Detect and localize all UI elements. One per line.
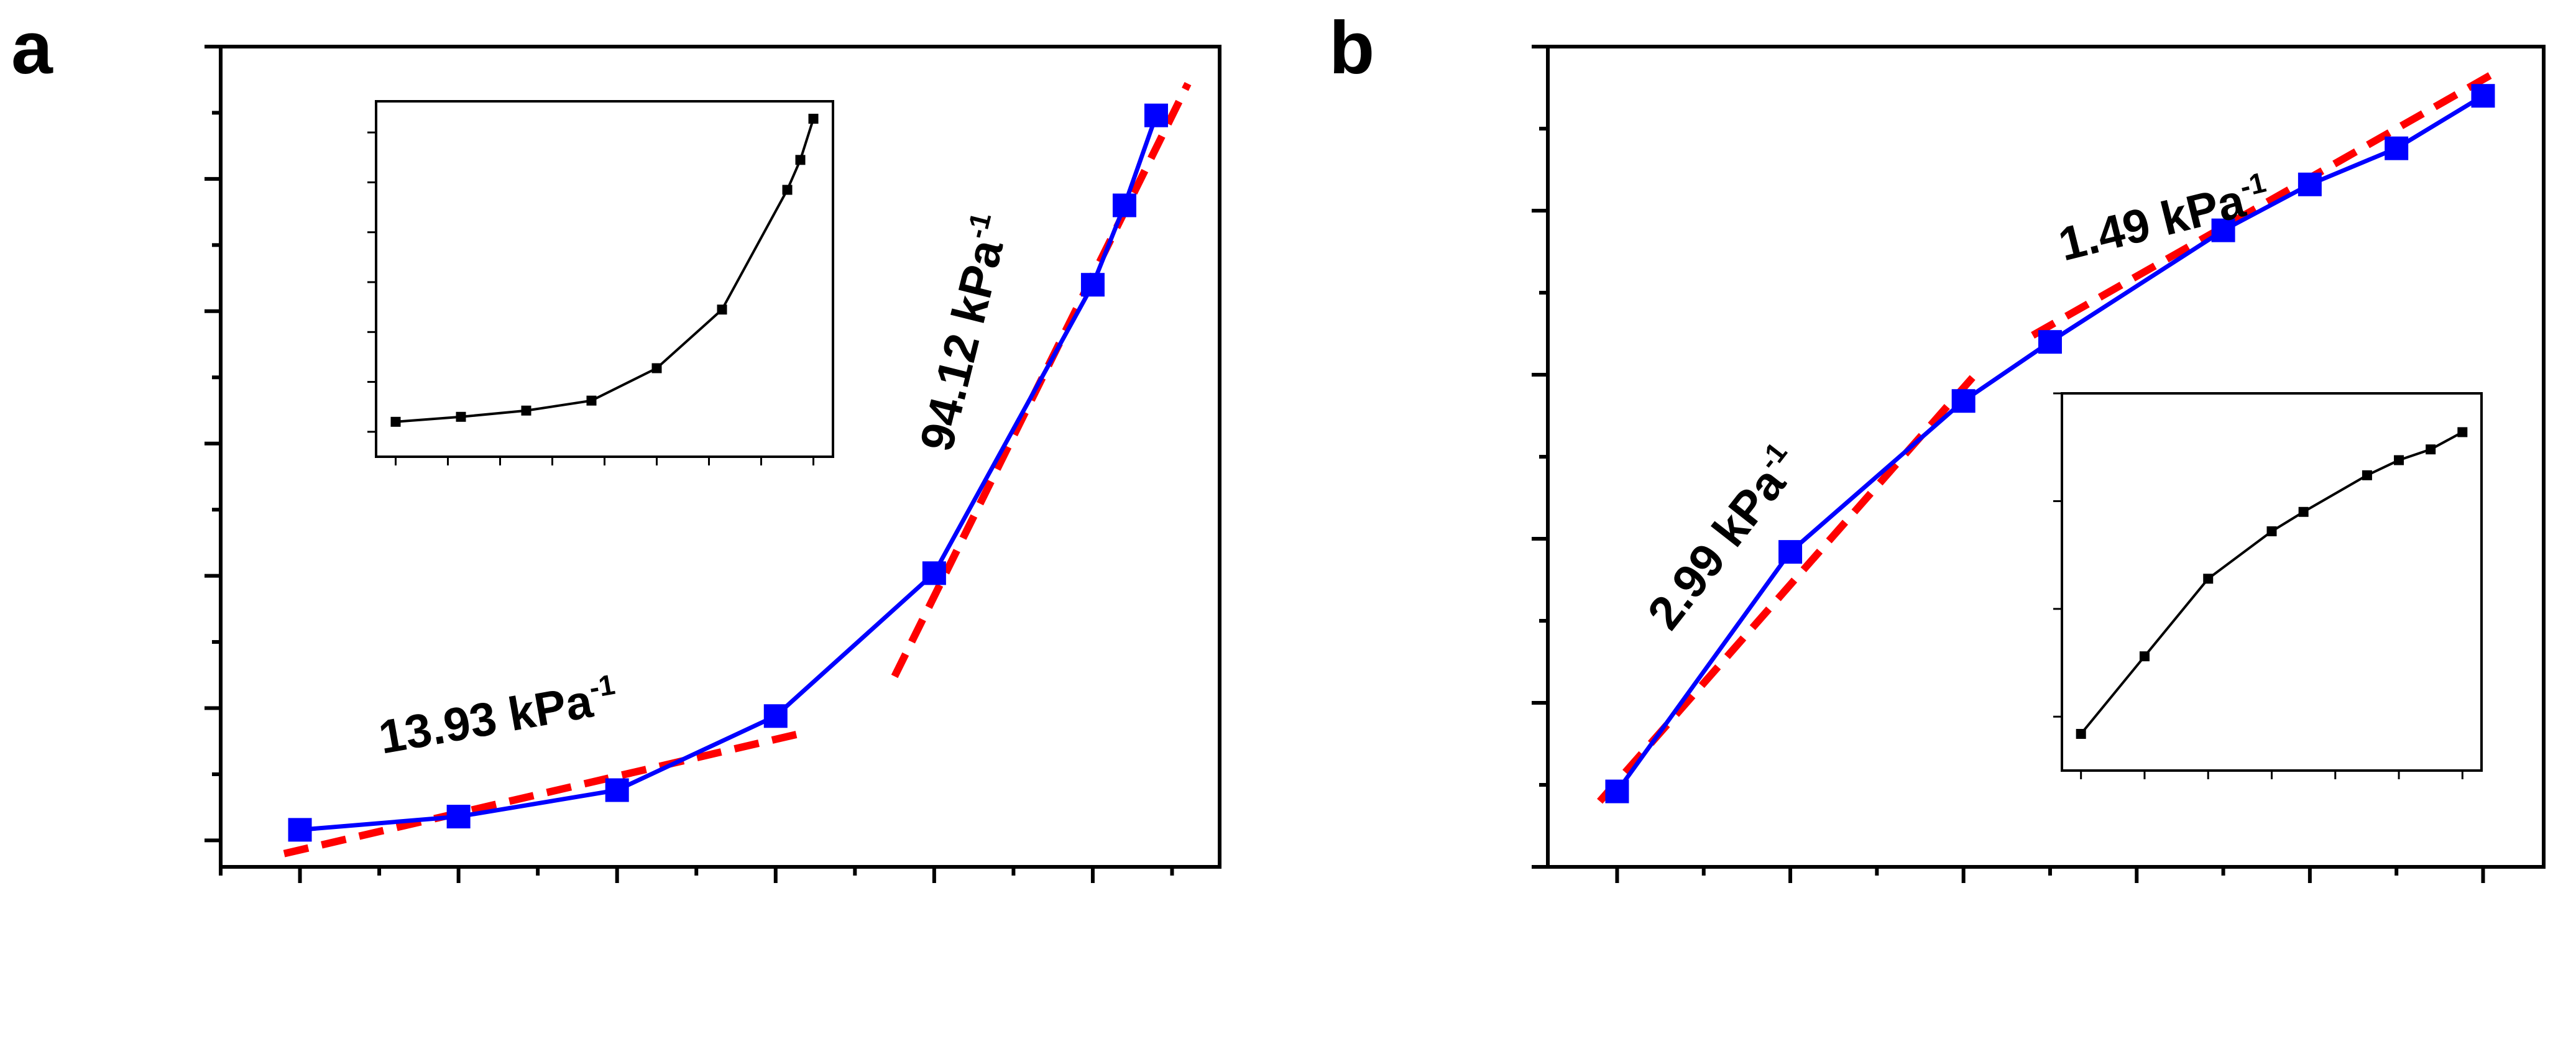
inset-frame [2061,392,2483,772]
panel-b: b 2.99 kPa-1 1.49 kPa-1 [1329,6,2546,883]
inset-data-point [2394,455,2404,465]
data-point [446,805,471,829]
inset-data-point [521,405,531,416]
inset-data-point [390,416,401,427]
data-point [2471,84,2495,108]
inset-data-point [456,411,466,422]
data-point [288,818,312,842]
data-point [1605,779,1629,803]
inset-data-point [717,304,727,315]
inset-data-point [2203,574,2214,584]
inset-data-point [651,363,662,373]
panel-letter: a [11,6,53,89]
inset-data-point [2426,444,2436,455]
slope-value: 13.93 kPa [375,675,597,764]
data-point [2385,136,2409,160]
panel-letter: b [1329,6,1374,89]
inset-data-point [795,155,806,165]
data-point [1951,389,1976,413]
slope-value: 2.99 kPa [1637,457,1796,639]
fit-line-2 [2031,66,2503,339]
data-point [1778,540,1803,564]
slope-value: 94.12 kPa [910,234,1013,457]
data-point [2211,218,2235,242]
inset-data-point [2266,526,2277,536]
inset-data-point [2298,506,2309,517]
series-line [300,114,1159,832]
data-point [1144,103,1168,127]
inset-data-point [808,114,819,124]
fit-line-1 [283,728,809,858]
inset-chart [367,100,834,465]
plot-frame [219,45,1221,869]
slope-label: 2.99 kPa-1 [1635,436,1811,639]
inset-data-point [782,185,793,195]
data-point [1112,193,1136,217]
data-point [763,704,788,728]
series-line [1615,94,2485,793]
panel-a: a13.93 kPa-194.12 kPa-1 [11,6,1221,883]
data-point [605,778,629,802]
slope-value: 1.49 kPa [2054,174,2250,271]
slope-unit-exponent: -1 [587,668,617,704]
inset-data-point [2139,651,2150,662]
slope-label: 94.12 kPa-1 [908,209,1019,456]
inset-chart [2053,392,2483,779]
slope-label: 1.49 kPa-1 [2053,166,2275,272]
data-point [2298,172,2322,196]
inset-frame [375,100,834,458]
data-point [2038,330,2062,354]
data-point [1080,273,1105,297]
inset-data-point [2362,470,2372,480]
inset-data-point [2457,427,2468,437]
inset-data-point [2076,729,2086,739]
inset-data-point [586,395,597,406]
data-point [922,561,946,585]
slope-label: 13.93 kPa-1 [374,668,621,764]
